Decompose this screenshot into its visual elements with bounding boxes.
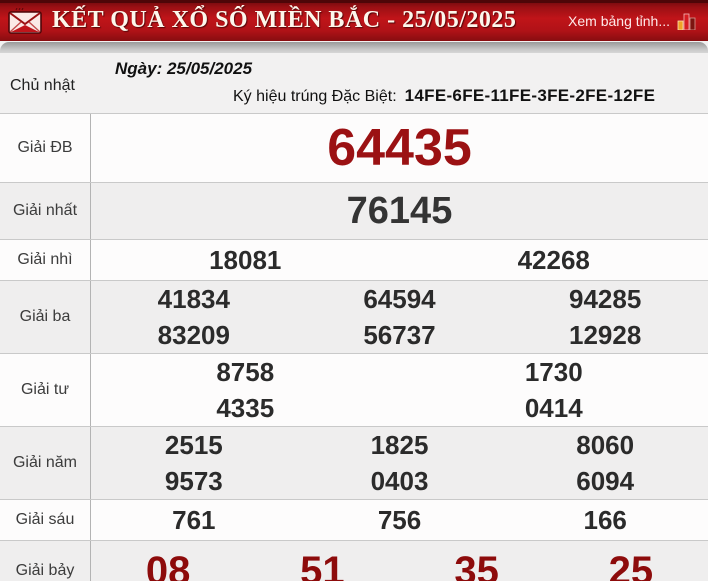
prize-label: Giải sáu [0,500,91,540]
prize-number: 35 [454,548,499,581]
prize-line: 64435 [91,114,708,182]
prize-number: 1730 [524,356,583,387]
prize-row: Giải bảy 08 51 35 25 [0,541,708,581]
prize-row: Giải sáu 761 756 166 [0,500,708,541]
prize-line: 2515 1825 8060 [91,427,708,463]
prize-label: Giải ĐB [0,114,91,182]
prize-number: 42268 [517,244,590,275]
prize-number: 25 [608,548,654,581]
prize-number: 0403 [370,465,429,496]
weekday-label: Chủ nhật [10,77,75,94]
prize-label: Giải bảy [0,541,91,581]
prize-number: 94285 [569,283,642,314]
prize-line: 41834 64594 94285 [91,281,708,317]
envelope-icon [8,7,42,34]
prize-values: 761 756 166 [91,500,708,540]
prize-line: 761 756 166 [91,500,708,540]
prize-row: Giải nhì 18081 42268 [0,240,708,281]
prize-values: 76145 [91,183,708,239]
page-title: KẾT QUẢ XỔ SỐ MIỀN BẮC - 25/05/2025 [52,7,517,33]
chart-icon [677,13,696,30]
prize-line: 83209 56737 12928 [91,317,708,353]
draw-date: Ngày: 25/05/2025 [115,59,253,78]
prize-values: 41834 64594 94285 83209 56737 12928 [91,281,708,353]
prize-number: 0414 [524,392,583,423]
prize-line: 76145 [91,183,708,239]
prize-number: 1825 [370,429,429,460]
view-province-link[interactable]: Xem bảng tỉnh... [568,12,698,30]
prize-row: Giải ba 41834 64594 94285 83209 56737 12928 [0,281,708,354]
prize-label: Giải nhất [0,183,91,239]
prize-values: 18081 42268 [91,240,708,280]
prize-number: 76145 [346,189,453,232]
header-bar: KẾT QUẢ XỔ SỐ MIỀN BẮC - 25/05/2025 Xem … [0,0,708,41]
info-section: Chủ nhật Ngày: 25/05/2025 Ký hiệu trúng … [0,53,708,113]
prize-values: 2515 1825 8060 9573 0403 6094 [91,427,708,499]
prize-values: 8758 1730 4335 0414 [91,354,708,426]
prize-number: 64435 [327,119,472,177]
view-province-label[interactable]: Xem bảng tỉnh... [568,12,670,29]
prize-number: 12928 [569,319,642,350]
prize-values: 08 51 35 25 [91,541,708,581]
prize-number: 8758 [216,356,275,387]
prize-line: 08 51 35 25 [91,541,708,581]
results-table: Giải ĐB 64435 Giải nhất 76145 Giải nhì 18081 4… [0,113,708,581]
special-symbol-value: 14FE-6FE-11FE-3FE-2FE-12FE [404,86,656,105]
prize-number: 9573 [164,465,223,496]
prize-number: 08 [145,548,191,581]
prize-label: Giải nhì [0,240,91,280]
prize-number: 83209 [157,319,230,350]
prize-row: Giải tư 8758 1730 4335 0414 [0,354,708,427]
prize-line: 18081 42268 [91,240,708,280]
prize-number: 2515 [164,429,223,460]
prize-number: 166 [583,504,627,535]
prize-number: 756 [377,504,422,535]
prize-line: 9573 0403 6094 [91,463,708,499]
prize-number: 8060 [576,429,635,460]
prize-line: 8758 1730 [91,354,708,390]
prize-number: 4335 [216,392,275,423]
prize-number: 56737 [363,319,436,350]
prize-row: Giải ĐB 64435 [0,114,708,183]
prize-number: 761 [172,504,216,535]
prize-row: Giải năm 2515 1825 8060 9573 0403 6094 [0,427,708,500]
prize-number: 18081 [209,244,282,275]
prize-values: 64435 [91,114,708,182]
prize-number: 51 [300,548,345,581]
special-symbol-label: Ký hiệu trúng Đặc Biệt: [233,88,397,105]
prize-number: 6094 [576,465,635,496]
separator-band [0,42,708,53]
prize-number: 41834 [157,283,230,314]
special-symbol-line: Ký hiệu trúng Đặc Biệt: 14FE-6FE-11FE-3FE… [233,86,655,106]
prize-label: Giải tư [0,354,91,426]
prize-label: Giải năm [0,427,91,499]
prize-label: Giải ba [0,281,91,353]
prize-number: 64594 [363,283,436,314]
prize-row: Giải nhất 76145 [0,183,708,240]
prize-line: 4335 0414 [91,390,708,426]
